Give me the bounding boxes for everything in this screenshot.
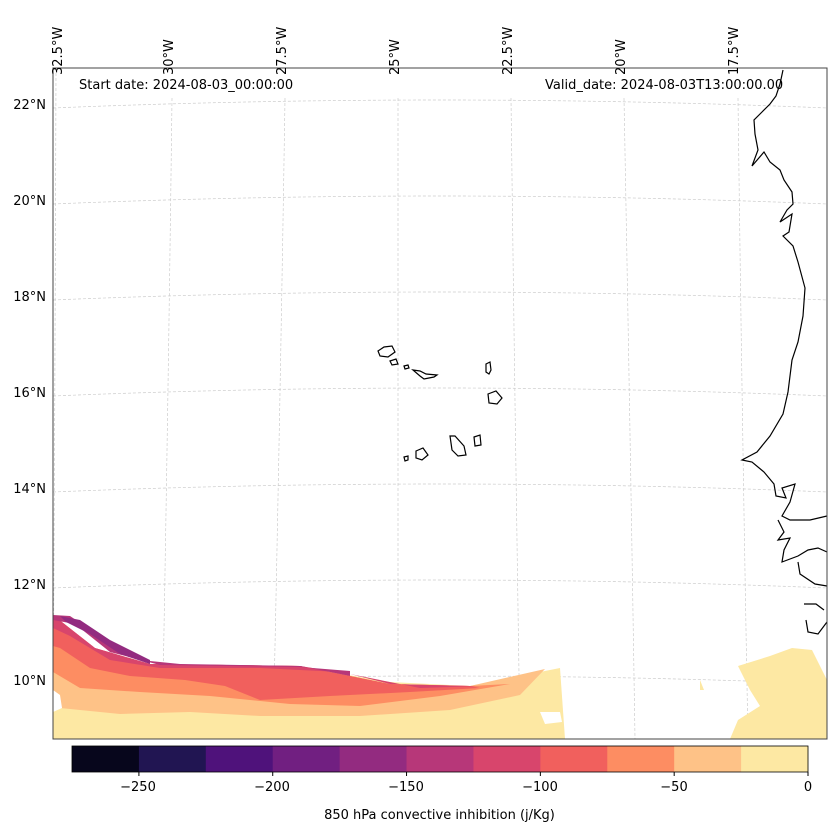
colorbar-swatch xyxy=(272,746,341,772)
lon-label-25w: 25°W xyxy=(388,39,403,75)
cin-patch-west-africa-coast xyxy=(700,648,827,739)
lon-label-30w: 30°W xyxy=(162,39,177,75)
colorbar-swatch xyxy=(406,746,474,772)
cape-verde-sao-vicente xyxy=(389,358,399,366)
coastlines xyxy=(377,69,828,635)
cape-verde-santo-antao xyxy=(377,345,396,358)
colorbar-tick-label: −50 xyxy=(660,780,688,795)
colorbar-tick-label: −200 xyxy=(254,780,290,795)
colorbar-swatch xyxy=(741,746,809,772)
map-frame xyxy=(52,67,828,740)
colorbar-swatch xyxy=(339,746,408,772)
cin-band-minus75-to-minus100 xyxy=(53,615,480,700)
cape-verde-brava xyxy=(403,455,409,462)
cape-verde-sal xyxy=(485,361,492,375)
cape-verde-fogo xyxy=(415,447,429,461)
cape-verde-santiago xyxy=(449,435,467,457)
lon-label-20w: 20°W xyxy=(614,39,629,75)
colorbar-tick-label: 0 xyxy=(803,780,813,795)
west-africa-coastline xyxy=(740,69,828,635)
colorbar-tick-label: −100 xyxy=(522,780,558,795)
valid-date-text: Valid_date: 2024-08-03T13:00:00.00 xyxy=(545,78,784,93)
lon-label-22-5w: 22.5°W xyxy=(501,26,516,75)
start-date-text: Start date: 2024-08-03_00:00:00 xyxy=(79,78,294,93)
colorbar-swatch xyxy=(674,746,742,772)
lat-label-18n: 18°N xyxy=(13,290,46,305)
lon-label-32-5w: 32.5°W xyxy=(51,26,66,75)
colorbar-label: 850 hPa convective inhibition (j/Kg) xyxy=(324,808,555,823)
cape-verde-boa-vista xyxy=(487,390,503,405)
cin-contours xyxy=(53,615,827,739)
map-background xyxy=(53,68,827,739)
lat-label-16n: 16°N xyxy=(13,386,46,401)
colorbar-tick-label: −150 xyxy=(388,780,424,795)
lon-label-27-5w: 27.5°W xyxy=(275,26,290,75)
colorbar-swatch xyxy=(473,746,541,772)
colorbar-swatch xyxy=(138,746,207,772)
colorbar-tick-label: −250 xyxy=(120,780,156,795)
colorbar-swatch xyxy=(205,746,274,772)
colorbar-swatch xyxy=(72,746,140,772)
colorbar-swatch xyxy=(540,746,608,772)
cape-verde-sao-nicolau xyxy=(411,369,439,380)
cin-band-minus150-to-minus175 xyxy=(60,616,150,664)
cape-verde-santa-luzia xyxy=(403,364,410,370)
colorbar-swatch xyxy=(607,746,675,772)
cin-gap-white-1 xyxy=(540,712,562,724)
cin-gap-white-2 xyxy=(53,690,62,712)
lat-label-10n: 10°N xyxy=(13,674,46,689)
lat-label-20n: 20°N xyxy=(13,194,46,209)
cape-verde-maio xyxy=(473,434,482,447)
lat-label-22n: 22°N xyxy=(13,98,46,113)
colorbar xyxy=(71,745,809,776)
lat-label-12n: 12°N xyxy=(13,578,46,593)
colorbar-frame xyxy=(71,745,809,773)
lon-label-17-5w: 17.5°W xyxy=(727,26,742,75)
lat-label-14n: 14°N xyxy=(13,482,46,497)
